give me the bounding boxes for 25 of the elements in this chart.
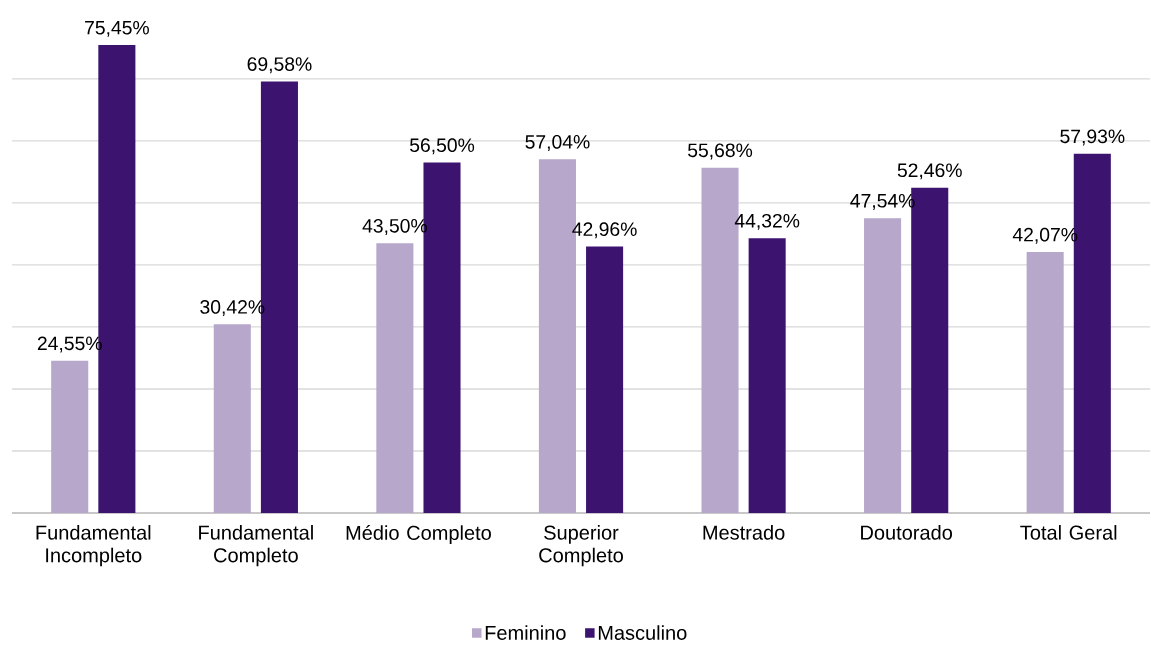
bar bbox=[376, 243, 414, 513]
x-tick-label: Total Geral bbox=[1020, 525, 1117, 540]
data-label: 69,58% bbox=[247, 57, 312, 74]
data-label: 75,45% bbox=[85, 20, 149, 37]
data-label: 52,46% bbox=[897, 163, 962, 180]
x-tick-label: Fundamental Incompleto bbox=[36, 525, 151, 567]
x-tick-label: Mestrado bbox=[703, 525, 785, 540]
bar bbox=[51, 360, 89, 513]
data-label: 57,93% bbox=[1060, 129, 1125, 146]
data-label: 56,50% bbox=[410, 138, 475, 155]
x-tick-label: Fundamental Completo bbox=[199, 525, 313, 567]
bar bbox=[1026, 252, 1064, 513]
bar bbox=[213, 324, 251, 513]
bar bbox=[586, 246, 624, 513]
legend-label: Feminino bbox=[485, 625, 566, 640]
data-label: 55,68% bbox=[688, 143, 753, 160]
data-label: 44,32% bbox=[734, 213, 800, 230]
legend-label: Masculino bbox=[598, 625, 687, 640]
x-tick-label: Médio Completo bbox=[346, 525, 491, 544]
data-label: 57,04% bbox=[525, 134, 590, 151]
x-tick-label: Superior Completo bbox=[539, 525, 623, 567]
data-label: 42,96% bbox=[572, 222, 637, 239]
bar bbox=[748, 238, 786, 513]
bar bbox=[864, 218, 902, 513]
x-tick-label: Doutorado bbox=[861, 525, 953, 540]
